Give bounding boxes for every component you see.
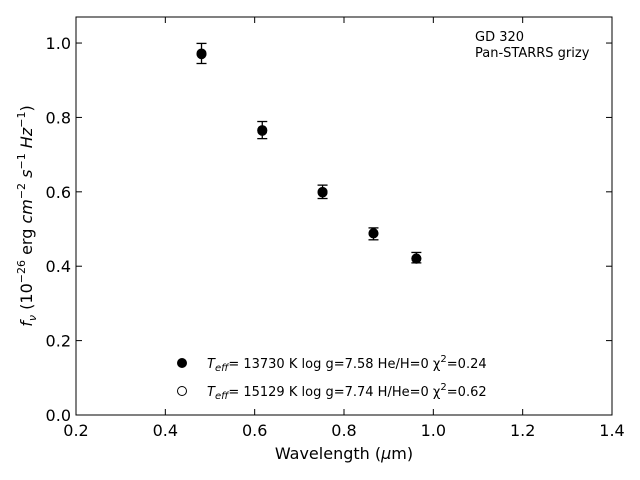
y-tick-label: 0.6 xyxy=(46,183,71,202)
x-axis-label: Wavelength (μm) xyxy=(275,444,413,463)
y-tick-label: 0.4 xyxy=(46,257,71,276)
x-tick-label: 1.4 xyxy=(599,421,624,440)
x-tick-label: 0.4 xyxy=(153,421,178,440)
x-axis-label-text: Wavelength ( xyxy=(275,444,381,463)
x-axis-label-unit-rest: m) xyxy=(391,444,413,463)
y-tick-label: 1.0 xyxy=(46,34,71,53)
x-tick-label: 1.0 xyxy=(421,421,446,440)
legend-marker-filled xyxy=(177,358,187,368)
y-tick-label: 0.2 xyxy=(46,332,71,351)
y-tick-label: 0.8 xyxy=(46,108,71,127)
x-tick-label: 1.2 xyxy=(510,421,535,440)
x-axis-label-unit: μ xyxy=(380,444,391,463)
data-markers xyxy=(196,42,422,264)
legend-label-2: Teff= 15129 K log g=7.74 H/He=0 χ2=0.62 xyxy=(207,382,487,402)
x-tick-label: 0.2 xyxy=(63,421,88,440)
axis-ticks: 0.2 0.4 0.6 0.8 1.0 1.2 1.40.00.20.40.60.81.0 xyxy=(46,17,625,440)
x-tick-label: 0.8 xyxy=(331,421,356,440)
legend-marker-open xyxy=(177,386,187,396)
x-tick-label: 0.6 xyxy=(242,421,267,440)
y-tick-label: 0.0 xyxy=(46,406,71,425)
legend: Teff= 13730 K log g=7.58 He/H=0 χ2=0.24 … xyxy=(177,354,487,402)
plot-frame xyxy=(75,16,613,416)
y-axis-label: fν (10−26 erg cm−2 s−1 Hz−1) xyxy=(15,105,39,326)
legend-label-1: Teff= 13730 K log g=7.58 He/H=0 χ2=0.24 xyxy=(207,354,487,374)
annotation-line-2: Pan-STARRS grizy xyxy=(475,46,590,61)
annotation-line-1: GD 320 xyxy=(475,30,524,45)
